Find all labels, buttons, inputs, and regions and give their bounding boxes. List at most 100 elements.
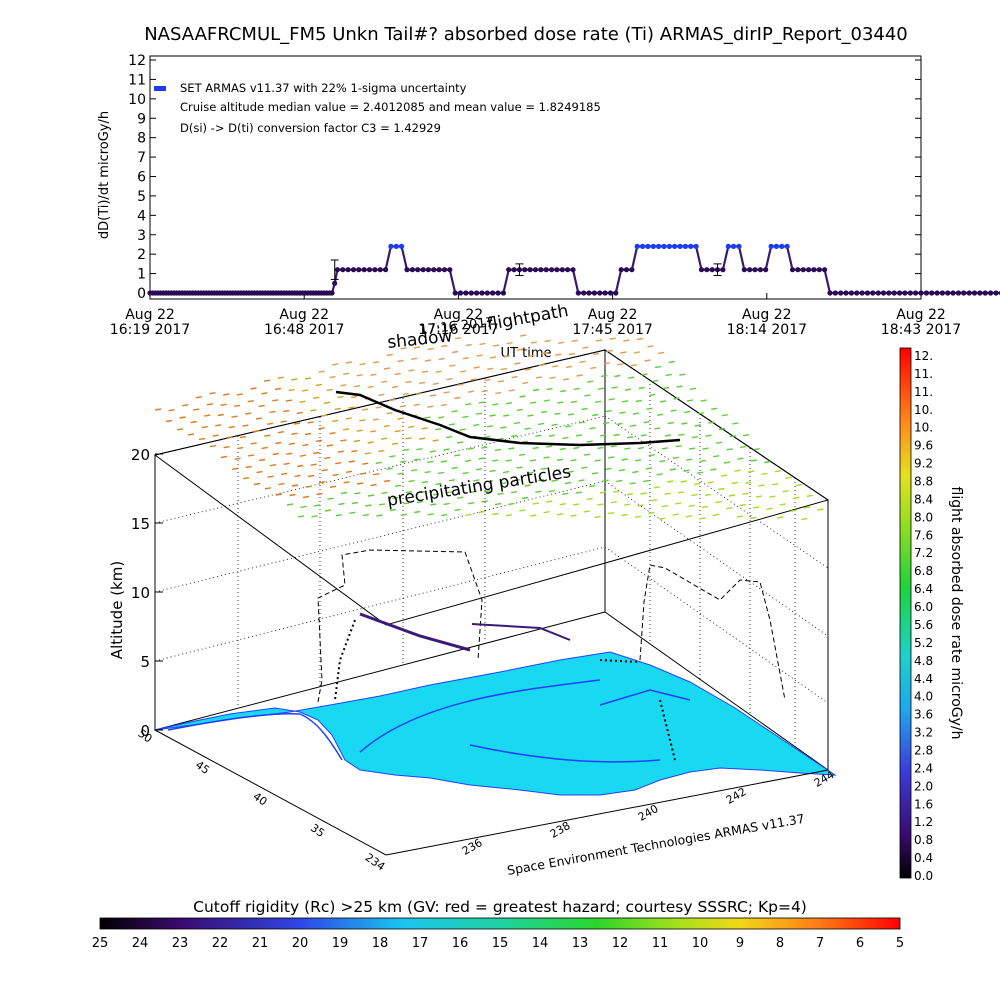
particle-dash: [479, 342, 486, 346]
series-point: [709, 267, 715, 273]
particle-dash: [540, 410, 548, 414]
right-colorbar-tick: 2.8: [914, 743, 933, 757]
particle-dash: [624, 503, 631, 506]
particle-dash: [286, 452, 293, 455]
particle-dash: [332, 363, 339, 366]
particle-dash: [737, 457, 744, 460]
particle-dash: [559, 447, 566, 451]
particle-dash: [664, 492, 671, 495]
particle-dash: [623, 339, 630, 342]
particle-dash: [283, 409, 290, 413]
particle-dash: [302, 389, 309, 392]
right-colorbar-tick: 6.8: [914, 564, 933, 578]
particle-dash: [291, 432, 298, 435]
particle-dash: [435, 482, 442, 486]
particle-dash: [664, 434, 672, 437]
bottom-colorbar-tick: 16: [452, 936, 469, 951]
particle-dash: [720, 474, 728, 477]
right-colorbar-tick: 4.0: [914, 690, 933, 704]
particle-dash: [657, 351, 665, 355]
particle-dash: [694, 424, 701, 427]
y-tick-label: 12: [128, 53, 146, 69]
particle-dash: [198, 437, 206, 441]
particle-dash: [590, 366, 597, 370]
particle-dash: [793, 496, 800, 499]
particle-dash: [364, 452, 372, 455]
particle-dash: [538, 422, 545, 426]
particle-dash: [424, 359, 432, 362]
particle-dash: [351, 501, 359, 505]
particle-dash: [589, 484, 596, 488]
particle-dash: [620, 351, 627, 354]
particle-dash: [608, 456, 615, 459]
series-point: [875, 290, 881, 296]
particle-dash: [637, 446, 645, 450]
particle-dash: [456, 441, 464, 444]
right-colorbar-tick: 9.6: [914, 439, 933, 453]
coastline: [167, 679, 691, 763]
particle-dash: [557, 401, 564, 404]
particle-dash: [742, 492, 749, 495]
particle-dash: [652, 379, 659, 383]
particle-dash: [228, 425, 235, 429]
particle-dash: [562, 378, 570, 381]
figure-title: NASAAFRCMUL_FM5 Unkn Tail#? absorbed dos…: [144, 24, 908, 45]
x-tick-label-time: 18:43 2017: [881, 322, 961, 338]
particle-dash: [715, 500, 722, 504]
particle-dash: [349, 511, 356, 514]
particle-dash: [375, 461, 382, 464]
particle-dash: [269, 464, 277, 467]
particle-dash: [492, 459, 499, 462]
series-point: [656, 243, 662, 249]
particle-dash: [755, 495, 763, 498]
right-colorbar-tick: 10.: [914, 403, 933, 417]
series-point: [377, 267, 383, 273]
particle-dash: [473, 479, 480, 482]
particle-dash: [464, 459, 472, 462]
particle-dash: [288, 442, 295, 445]
series-point: [415, 267, 421, 273]
particle-dash: [654, 427, 661, 430]
particle-dash: [332, 419, 339, 423]
particle-dash: [641, 373, 648, 376]
particle-dash: [600, 434, 607, 437]
particle-dash: [500, 367, 507, 371]
particle-dash: [274, 387, 282, 391]
particle-dash: [362, 462, 369, 465]
particle-dash: [532, 502, 539, 505]
particle-dash: [226, 436, 233, 439]
particle-dash: [231, 467, 239, 470]
lon-tick-label: 240: [636, 802, 661, 824]
particle-dash: [402, 392, 410, 396]
series-point: [773, 243, 780, 249]
particle-dash: [616, 422, 623, 426]
particle-dash: [242, 424, 249, 427]
series-point: [795, 267, 801, 273]
particle-dash: [602, 422, 610, 425]
particle-dash: [529, 459, 537, 462]
particle-dash: [267, 475, 274, 478]
legend-swatch: [154, 86, 166, 91]
particle-dash: [613, 433, 620, 437]
particle-dash: [484, 378, 491, 382]
particle-dash: [583, 510, 591, 513]
particle-dash: [321, 414, 328, 417]
particle-dash: [734, 469, 741, 472]
series-point: [436, 267, 442, 273]
lat-tick-label: 45: [193, 758, 212, 777]
particle-dash: [565, 425, 572, 428]
particle-dash: [621, 458, 628, 461]
particle-dash: [154, 408, 162, 411]
particle-dash: [402, 448, 410, 452]
particle-dash: [285, 399, 293, 402]
particle-dash: [726, 507, 733, 510]
particle-dash: [386, 412, 393, 415]
particle-dash: [500, 482, 507, 485]
particle-dash: [451, 410, 458, 413]
particle-dash: [353, 385, 361, 388]
particle-dash: [552, 365, 559, 368]
bottom-colorbar-tick: 9: [736, 936, 744, 951]
series-point: [345, 267, 351, 273]
particle-dash: [605, 409, 612, 413]
particle-dash: [627, 376, 635, 379]
